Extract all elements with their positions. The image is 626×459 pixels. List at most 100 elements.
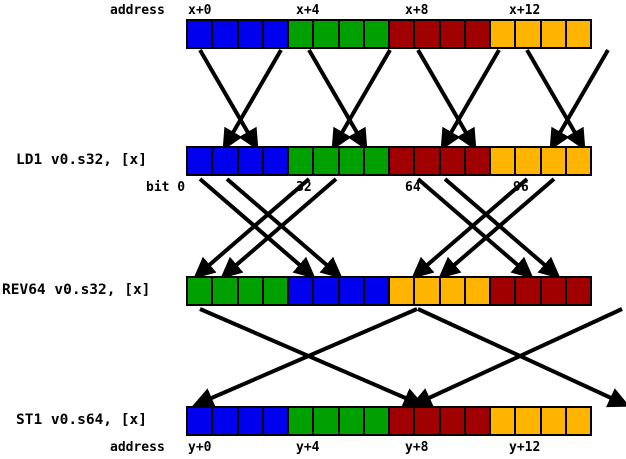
lane-cell bbox=[438, 406, 466, 436]
lane-cell bbox=[362, 146, 390, 176]
axis-label: bit 0 bbox=[146, 180, 186, 195]
lane-cell bbox=[337, 276, 365, 306]
lane-cell bbox=[312, 406, 340, 436]
lane-cell bbox=[539, 406, 567, 436]
permutation-arrow bbox=[411, 177, 529, 279]
lane-cell bbox=[236, 19, 264, 49]
axis-label: y+4 bbox=[296, 440, 320, 455]
lane-cell bbox=[564, 406, 592, 436]
row-rev64 bbox=[186, 276, 622, 306]
lane-cell bbox=[337, 406, 365, 436]
lane-cell bbox=[539, 276, 567, 306]
row-source-memory bbox=[186, 19, 622, 49]
row-st1 bbox=[186, 406, 622, 436]
lane-cell bbox=[463, 146, 491, 176]
lane-cell bbox=[388, 406, 416, 436]
lane-cell bbox=[489, 276, 517, 306]
lane-cell bbox=[413, 19, 441, 49]
permutation-arrow bbox=[440, 48, 501, 151]
axis-label: y+0 bbox=[188, 440, 212, 455]
lane-cell bbox=[236, 406, 264, 436]
lane-cell bbox=[539, 19, 567, 49]
permutation-arrow bbox=[225, 177, 343, 279]
permutation-arrow bbox=[525, 48, 586, 151]
axis-label: 64 bbox=[405, 180, 421, 195]
lane-cell bbox=[514, 276, 542, 306]
axis-label: x+8 bbox=[405, 3, 429, 18]
permutation-arrow bbox=[198, 177, 316, 279]
lane-cell bbox=[564, 146, 592, 176]
lane-cell bbox=[514, 19, 542, 49]
lane-cell bbox=[186, 406, 214, 436]
permutation-arrow bbox=[199, 307, 426, 408]
instruction-label: LD1 v0.s32, [x] bbox=[16, 152, 147, 168]
axis-label: address bbox=[110, 3, 165, 18]
instruction-label: ST1 v0.s64, [x] bbox=[16, 412, 147, 428]
lane-cell bbox=[438, 276, 466, 306]
lane-cell bbox=[362, 19, 390, 49]
lane-cell bbox=[287, 276, 315, 306]
lane-cell bbox=[186, 276, 214, 306]
permutation-arrow bbox=[191, 307, 418, 408]
axis-label: y+12 bbox=[509, 440, 541, 455]
permutation-arrow bbox=[410, 307, 623, 408]
lane-cell bbox=[413, 146, 441, 176]
permutation-arrow bbox=[331, 48, 392, 151]
lane-cell bbox=[312, 276, 340, 306]
lane-cell bbox=[489, 406, 517, 436]
instruction-label: REV64 v0.s32, [x] bbox=[2, 282, 151, 298]
permutation-arrow bbox=[416, 177, 534, 279]
lane-cell bbox=[489, 19, 517, 49]
lane-cell bbox=[312, 146, 340, 176]
lane-cell bbox=[388, 276, 416, 306]
lane-cell bbox=[463, 276, 491, 306]
permutation-arrow bbox=[438, 177, 556, 279]
axis-label: x+0 bbox=[188, 3, 212, 18]
lane-cell bbox=[388, 146, 416, 176]
permutation-arrow bbox=[307, 48, 368, 151]
lane-cell bbox=[261, 19, 289, 49]
permutation-arrow bbox=[193, 177, 311, 279]
lane-cell bbox=[312, 19, 340, 49]
permutation-arrow bbox=[222, 48, 283, 151]
lane-cell bbox=[211, 276, 239, 306]
axis-label: x+4 bbox=[296, 3, 320, 18]
permutation-arrow bbox=[220, 177, 338, 279]
lane-cell bbox=[489, 146, 517, 176]
permutation-arrow bbox=[416, 48, 477, 151]
lane-cell bbox=[261, 276, 289, 306]
lane-cell bbox=[236, 276, 264, 306]
lane-cell bbox=[564, 276, 592, 306]
lane-cell bbox=[564, 19, 592, 49]
lane-cell bbox=[413, 276, 441, 306]
axis-label: y+8 bbox=[405, 440, 429, 455]
lane-cell bbox=[186, 146, 214, 176]
lane-cell bbox=[236, 146, 264, 176]
lane-cell bbox=[186, 19, 214, 49]
lane-cell bbox=[211, 406, 239, 436]
lane-cell bbox=[287, 406, 315, 436]
lane-cell bbox=[463, 406, 491, 436]
lane-cell bbox=[362, 276, 390, 306]
lane-cell bbox=[362, 406, 390, 436]
lane-cell bbox=[388, 19, 416, 49]
permutation-arrow bbox=[549, 48, 610, 151]
lane-cell bbox=[337, 19, 365, 49]
lane-cell bbox=[413, 406, 441, 436]
permutation-arrow bbox=[417, 307, 626, 408]
axis-label: address bbox=[110, 440, 165, 455]
permutation-arrow bbox=[443, 177, 561, 279]
lane-cell bbox=[287, 19, 315, 49]
axis-label: x+12 bbox=[509, 3, 541, 18]
row-ld1 bbox=[186, 146, 622, 176]
lane-cell bbox=[463, 19, 491, 49]
lane-cell bbox=[287, 146, 315, 176]
lane-cell bbox=[438, 19, 466, 49]
lane-cell bbox=[337, 146, 365, 176]
lane-cell bbox=[261, 146, 289, 176]
lane-cell bbox=[211, 146, 239, 176]
lane-cell bbox=[438, 146, 466, 176]
axis-label: 32 bbox=[296, 180, 312, 195]
